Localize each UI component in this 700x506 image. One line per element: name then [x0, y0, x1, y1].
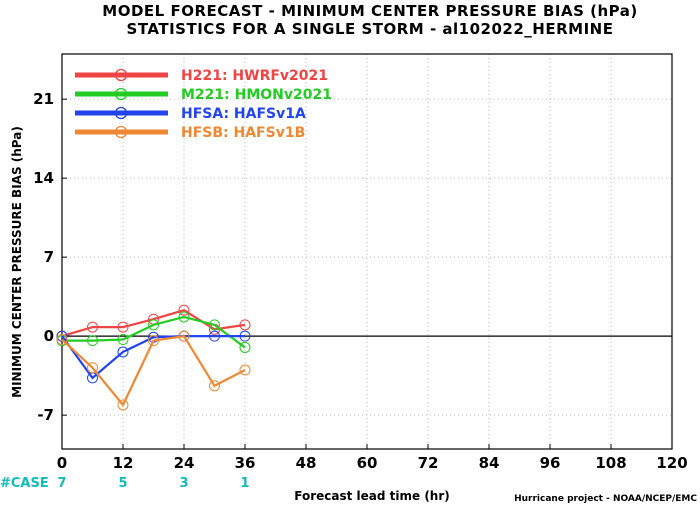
data-point	[148, 335, 159, 347]
credit-text: Hurricane project - NOAA/NCEP/EMC	[514, 494, 697, 504]
data-point	[56, 334, 68, 346]
data-point	[239, 341, 251, 353]
data-point	[117, 334, 129, 346]
case-counts: #CASE 7 5 3 1	[0, 476, 250, 491]
chart-title: MODEL FORECAST - MINIMUM CENTER PRESSURE…	[102, 2, 637, 20]
data-point	[56, 330, 68, 342]
data-point	[117, 321, 129, 333]
legend-entry: HFSA: HAFSv1A	[75, 106, 306, 122]
y-tick-label: 7	[44, 248, 54, 266]
y-tick-label: 14	[33, 169, 54, 187]
data-point	[239, 330, 251, 342]
legend-label: HFSB: HAFSv1B	[181, 125, 305, 141]
y-axis-title: MINIMUM CENTER PRESSURE BIAS (hPa)	[10, 126, 24, 398]
y-tick-label: 21	[33, 90, 54, 108]
chart-subtitle: STATISTICS FOR A SINGLE STORM - al102022…	[127, 20, 614, 38]
legend-marker	[114, 87, 128, 101]
series-line	[61, 334, 246, 408]
x-tick-label: 48	[296, 454, 317, 472]
legend: H221: HWRFv2021 M221: HMONv2021 HFSA: HAFS…	[75, 68, 332, 141]
data-point	[178, 330, 190, 342]
data-point	[209, 319, 220, 331]
series-line	[62, 315, 246, 349]
y-tick-label: -7	[37, 406, 54, 424]
x-tick-label: 96	[540, 454, 561, 472]
x-tick-label: 120	[656, 454, 687, 472]
data-point	[87, 321, 98, 333]
data-point	[239, 364, 251, 376]
series-lines	[56, 304, 251, 411]
data-point	[239, 319, 251, 331]
x-tick-label: 36	[235, 454, 256, 472]
data-point	[87, 362, 98, 374]
x-tick-label: 24	[174, 454, 195, 472]
x-tick-label: 108	[595, 454, 626, 472]
legend-label: HFSA: HAFSv1A	[181, 106, 306, 122]
legend-marker	[114, 125, 128, 139]
case-count: 5	[118, 476, 127, 491]
case-count: 1	[240, 476, 249, 491]
data-point	[178, 311, 190, 323]
data-point	[117, 399, 129, 411]
grid-lines	[62, 54, 672, 449]
y-tick-label: 0	[44, 327, 54, 345]
x-axis-ticks: 0 12 24 36 48 60 72 84 96 108 120	[57, 444, 688, 472]
case-count: 3	[179, 476, 188, 491]
data-point	[148, 319, 159, 331]
series-group	[56, 330, 251, 384]
y-axis-ticks: -7 0 7 14 21	[33, 90, 67, 424]
data-point	[209, 380, 220, 392]
data-point	[209, 330, 220, 342]
x-tick-label: 12	[113, 454, 134, 472]
legend-entry: M221: HMONv2021	[75, 87, 332, 103]
series-group	[56, 330, 251, 411]
case-count: 7	[57, 476, 66, 491]
series-group	[56, 311, 251, 353]
x-tick-label: 60	[357, 454, 378, 472]
legend-label: M221: HMONv2021	[181, 87, 332, 103]
case-row-label: #CASE	[0, 476, 49, 491]
data-point	[178, 304, 190, 316]
legend-entry: HFSB: HAFSv1B	[75, 125, 305, 141]
data-point	[117, 346, 129, 358]
data-point	[87, 335, 98, 347]
legend-marker	[114, 68, 128, 82]
x-tick-label: 84	[479, 454, 500, 472]
legend-entry: H221: HWRFv2021	[75, 68, 328, 84]
x-tick-label: 72	[418, 454, 439, 472]
legend-marker	[114, 106, 128, 120]
series-line	[61, 335, 245, 380]
legend-label: H221: HWRFv2021	[181, 68, 328, 84]
x-axis-title: Forecast lead time (hr)	[294, 489, 450, 503]
x-tick-label: 0	[57, 454, 67, 472]
